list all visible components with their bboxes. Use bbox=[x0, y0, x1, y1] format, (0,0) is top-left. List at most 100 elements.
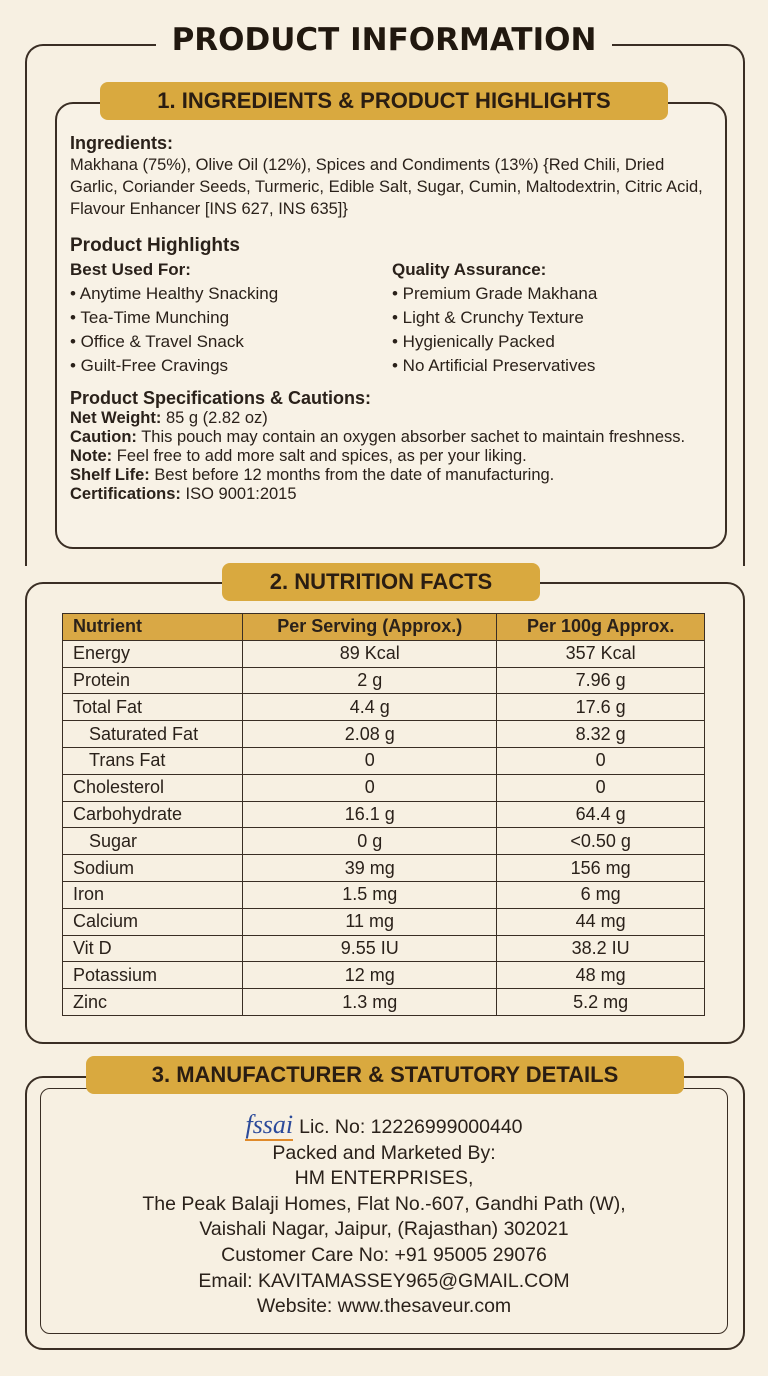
section1-box bbox=[55, 102, 727, 549]
spec-line: Caution: This pouch may contain an oxyge… bbox=[70, 428, 690, 447]
table-cell: 89 Kcal bbox=[242, 639, 498, 668]
section-heading: 2. NUTRITION FACTS bbox=[222, 563, 540, 601]
table-row: Energy 89 Kcal 357 Kcal bbox=[61, 639, 705, 668]
specs: Product Specifications & Cautions: Net W… bbox=[70, 387, 690, 504]
table-cell: <0.50 g bbox=[496, 827, 705, 856]
table-cell: 0 bbox=[496, 773, 705, 802]
table-cell: 17.6 g bbox=[496, 693, 705, 722]
detail-line: Packed and Marketed By: bbox=[272, 1141, 496, 1164]
table-cell: Cholesterol bbox=[61, 773, 244, 802]
detail-line: Vaishali Nagar, Jaipur, (Rajasthan) 3020… bbox=[199, 1218, 569, 1241]
page-title: PRODUCT INFORMATION bbox=[0, 22, 768, 58]
detail-line: Website: www.thesaveur.com bbox=[256, 1295, 512, 1318]
detail-line: Customer Care No: +91 95005 29076 bbox=[221, 1243, 547, 1266]
table-cell: 1.3 mg bbox=[242, 988, 498, 1016]
fssai-logo: fssai bbox=[245, 1110, 294, 1141]
table-cell: 156 mg bbox=[496, 854, 705, 882]
table-row: Sodium 39 mg 156 mg bbox=[61, 854, 705, 882]
detail-line: Email: KAVITAMASSEY965@GMAIL.COM bbox=[198, 1269, 570, 1292]
table-cell: 5.2 mg bbox=[496, 988, 705, 1016]
ingredients: Ingredients: Makhana (75%), Olive Oil (1… bbox=[70, 133, 710, 220]
spec-label: Caution: bbox=[70, 428, 137, 446]
highlight-item: • Hygienically Packed bbox=[392, 332, 555, 351]
table-cell: Sodium bbox=[61, 854, 244, 882]
table-cell: Calcium bbox=[61, 907, 244, 936]
table-cell: 64.4 g bbox=[496, 800, 705, 829]
table-cell: 39 mg bbox=[242, 854, 498, 882]
title-text: PRODUCT INFORMATION bbox=[155, 22, 613, 58]
table-cell: Vit D bbox=[61, 934, 244, 963]
table-cell: 0 bbox=[242, 773, 498, 802]
highlight-item: • Anytime Healthy Snacking bbox=[70, 284, 279, 303]
table-cell: Trans Fat bbox=[61, 746, 244, 775]
table-cell: 0 g bbox=[242, 827, 498, 856]
spec-line: Certifications: ISO 9001:2015 bbox=[70, 485, 690, 504]
table-cell: Potassium bbox=[61, 961, 244, 990]
spec-label: Certifications: bbox=[70, 485, 181, 503]
highlight-item: • Guilt-Free Cravings bbox=[70, 356, 229, 375]
detail-line: The Peak Balaji Homes, Flat No.-607, Gan… bbox=[142, 1192, 626, 1215]
license-line: fssai Lic. No: 12226999000440 bbox=[40, 1110, 728, 1141]
highlights-title: Product Highlights bbox=[70, 235, 240, 256]
column-label: Best Used For: bbox=[70, 260, 191, 279]
header-cell: Per Serving (Approx.) bbox=[242, 613, 498, 641]
manufacturer-details: fssai Lic. No: 12226999000440 Packed and … bbox=[40, 1110, 728, 1320]
spec-text: Best before 12 months from the date of m… bbox=[154, 466, 555, 484]
table-row: Protein 2 g 7.96 g bbox=[61, 666, 705, 695]
highlight-item: • Tea-Time Munching bbox=[70, 308, 230, 327]
table-cell: Protein bbox=[61, 666, 244, 695]
table-row: Vit D 9.55 IU 38.2 IU bbox=[61, 934, 705, 963]
table-row: Potassium 12 mg 48 mg bbox=[61, 961, 705, 990]
table-cell: Sugar bbox=[61, 827, 244, 856]
table-row: Sugar 0 g <0.50 g bbox=[61, 827, 705, 856]
header-cell: Per 100g Approx. bbox=[496, 613, 705, 641]
table-row: Saturated Fat 2.08 g 8.32 g bbox=[61, 720, 705, 748]
table-cell: Iron bbox=[61, 880, 244, 909]
table-cell: 8.32 g bbox=[496, 720, 705, 748]
nutrition-table: Nutrient Per Serving (Approx.) Per 100g Ap… bbox=[61, 613, 705, 1016]
spec-line: Note: Feel free to add more salt and spi… bbox=[70, 447, 690, 466]
table-cell: 48 mg bbox=[496, 961, 705, 990]
table-row: Carbohydrate 16.1 g 64.4 g bbox=[61, 800, 705, 829]
spec-label: Note: bbox=[70, 447, 113, 465]
table-cell: 0 bbox=[242, 746, 498, 775]
section-heading: 1. INGREDIENTS & PRODUCT HIGHLIGHTS bbox=[100, 82, 668, 120]
highlight-item: • Light & Crunchy Texture bbox=[392, 308, 584, 327]
table-cell: Zinc bbox=[61, 988, 244, 1016]
specs-title: Product Specifications & Cautions: bbox=[70, 388, 372, 408]
column-label: Quality Assurance: bbox=[392, 260, 547, 279]
highlight-item: • No Artificial Preservatives bbox=[392, 356, 596, 375]
table-cell: 0 bbox=[496, 746, 705, 775]
spec-text: Feel free to add more salt and spices, a… bbox=[116, 447, 527, 465]
spec-line: Shelf Life: Best before 12 months from t… bbox=[70, 466, 690, 485]
table-cell: 44 mg bbox=[496, 907, 705, 936]
table-cell: 7.96 g bbox=[496, 666, 705, 695]
table-cell: Saturated Fat bbox=[61, 720, 244, 748]
table-cell: 2.08 g bbox=[242, 720, 498, 748]
table-row: Cholesterol 0 0 bbox=[61, 773, 705, 802]
table-cell: 357 Kcal bbox=[496, 639, 705, 668]
best-used-for: Best Used For: • Anytime Healthy Snacking… bbox=[70, 258, 278, 378]
license-number: Lic. No: 12226999000440 bbox=[299, 1116, 523, 1138]
spec-text: ISO 9001:2015 bbox=[185, 485, 297, 503]
table-row: Calcium 11 mg 44 mg bbox=[61, 907, 705, 936]
table-header: Nutrient Per Serving (Approx.) Per 100g Ap… bbox=[61, 613, 705, 641]
table-cell: 11 mg bbox=[242, 907, 498, 936]
table-cell: 12 mg bbox=[242, 961, 498, 990]
spec-text: This pouch may contain an oxygen absorbe… bbox=[141, 428, 686, 446]
table-cell: 16.1 g bbox=[242, 800, 498, 829]
highlight-item: • Office & Travel Snack bbox=[70, 332, 244, 351]
table-row: Zinc 1.3 mg 5.2 mg bbox=[61, 988, 705, 1016]
table-cell: Carbohydrate bbox=[61, 800, 244, 829]
spec-label: Net Weight: bbox=[70, 409, 162, 427]
ingredients-text: Makhana (75%), Olive Oil (12%), Spices a… bbox=[70, 156, 703, 218]
table-row: Iron 1.5 mg 6 mg bbox=[61, 880, 705, 909]
ingredients-label: Ingredients: bbox=[70, 133, 174, 153]
header-cell: Nutrient bbox=[61, 613, 244, 641]
table-cell: Energy bbox=[61, 639, 244, 668]
table-cell: 9.55 IU bbox=[242, 934, 498, 963]
table-cell: 6 mg bbox=[496, 880, 705, 909]
table-cell: 2 g bbox=[242, 666, 498, 695]
table-cell: 1.5 mg bbox=[242, 880, 498, 909]
